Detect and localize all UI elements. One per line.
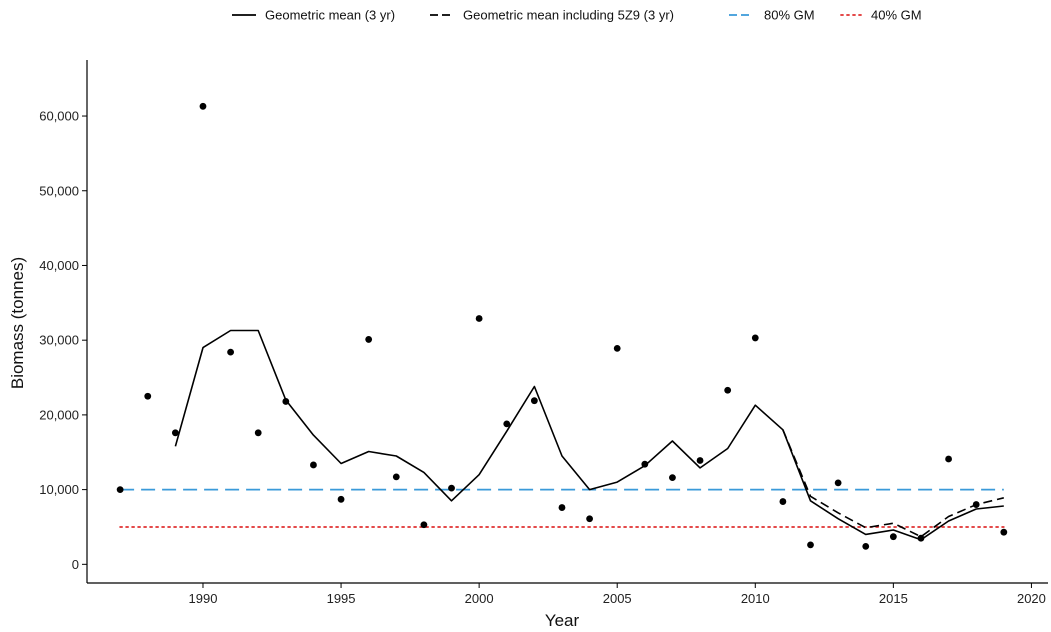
x-tick-label: 2010 bbox=[741, 591, 770, 606]
x-tick-label: 2000 bbox=[465, 591, 494, 606]
data-point bbox=[696, 457, 704, 464]
x-tick-label: 2005 bbox=[603, 591, 632, 606]
data-point bbox=[392, 473, 400, 481]
data-point bbox=[144, 392, 152, 400]
series-line-geometric-mean-including-5z9-3-yr bbox=[782, 429, 1004, 538]
data-point bbox=[613, 344, 621, 352]
x-tick-label: 1995 bbox=[327, 591, 356, 606]
data-point bbox=[448, 484, 455, 492]
data-point bbox=[254, 429, 262, 437]
axes: 0 10,000 20,000 30,000 40,000 50,000 60,000 199… bbox=[39, 60, 1048, 606]
data-point bbox=[116, 486, 124, 494]
x-tick-label: 1990 bbox=[189, 591, 218, 606]
data-point bbox=[779, 498, 787, 505]
y-tick-label: 0 bbox=[72, 557, 79, 572]
data-point bbox=[558, 504, 566, 511]
legend-label: 80% GM bbox=[764, 8, 815, 23]
y-tick-label: 20,000 bbox=[39, 407, 79, 422]
data-point bbox=[889, 533, 897, 541]
data-point bbox=[586, 515, 593, 523]
data-point bbox=[1000, 528, 1008, 536]
y-tick-label: 60,000 bbox=[39, 109, 79, 124]
data-point bbox=[530, 397, 538, 405]
series-line-geometric-mean-3-yr bbox=[174, 329, 1004, 541]
data-point bbox=[972, 501, 980, 508]
data-point bbox=[475, 315, 483, 322]
data-point bbox=[310, 461, 317, 469]
data-point bbox=[199, 102, 207, 110]
data-point bbox=[420, 521, 428, 529]
legend-label: 40% GM bbox=[871, 8, 922, 23]
x-tick-label: 2015 bbox=[879, 591, 908, 606]
x-tick-label: 2020 bbox=[1017, 591, 1046, 606]
data-point bbox=[945, 455, 952, 463]
y-tick-label: 40,000 bbox=[39, 258, 79, 273]
legend: Geometric mean (3 yr) Geometric mean incl… bbox=[232, 8, 922, 23]
data-point bbox=[917, 534, 925, 542]
y-tick-label: 30,000 bbox=[39, 333, 79, 348]
data-point bbox=[365, 336, 373, 343]
legend-label: Geometric mean including 5Z9 (3 yr) bbox=[463, 8, 674, 23]
data-point bbox=[337, 495, 345, 503]
y-tick-label: 50,000 bbox=[39, 183, 79, 198]
data-point bbox=[282, 398, 290, 405]
y-axis-title: Biomass (tonnes) bbox=[8, 257, 27, 389]
plot-area bbox=[116, 102, 1008, 550]
data-point bbox=[862, 542, 870, 550]
data-point bbox=[171, 429, 179, 437]
data-point bbox=[227, 348, 234, 356]
data-point bbox=[669, 474, 676, 482]
y-tick-label: 10,000 bbox=[39, 482, 79, 497]
data-point bbox=[724, 386, 732, 394]
legend-label: Geometric mean (3 yr) bbox=[265, 8, 395, 23]
data-point bbox=[641, 460, 649, 468]
x-axis-title: Year bbox=[545, 611, 580, 630]
data-point bbox=[751, 334, 759, 342]
data-point bbox=[807, 541, 814, 549]
data-point bbox=[834, 479, 842, 487]
data-point bbox=[503, 420, 511, 428]
